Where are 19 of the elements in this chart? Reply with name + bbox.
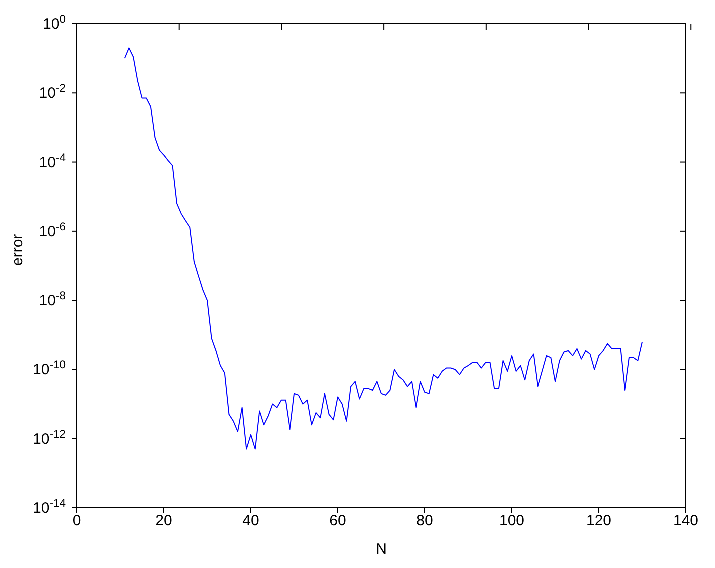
y-axis-title: error	[9, 234, 26, 266]
y-tick-label: 10$^{-6}$	[39, 221, 66, 240]
x-tick-label: 0	[72, 512, 82, 530]
y-tick-label: 10$^{-10}$	[33, 360, 66, 379]
x-tick-label: 80	[416, 512, 434, 530]
x-tick-label: 100	[499, 512, 525, 530]
y-tick-label: 10$^{0}$	[43, 14, 66, 33]
x-tick-label: 20	[156, 512, 172, 530]
y-tick-label: 10$^{-8}$	[39, 290, 66, 310]
x-tick-label: 40	[242, 512, 260, 530]
line-series	[124, 48, 643, 450]
y-tick-label: 10$^{-4}$	[39, 152, 66, 172]
y-tick-label: 10$^{-12}$	[33, 428, 66, 448]
x-axis-title: N	[376, 541, 387, 558]
x-tick-label: 60	[330, 512, 346, 530]
y-tick-label: 10$^{-2}$	[39, 83, 66, 102]
y-tick-label: 10$^{-14}$	[33, 498, 66, 517]
x-tick-label: 120	[586, 512, 612, 530]
x-tick-label: 140	[673, 512, 699, 530]
